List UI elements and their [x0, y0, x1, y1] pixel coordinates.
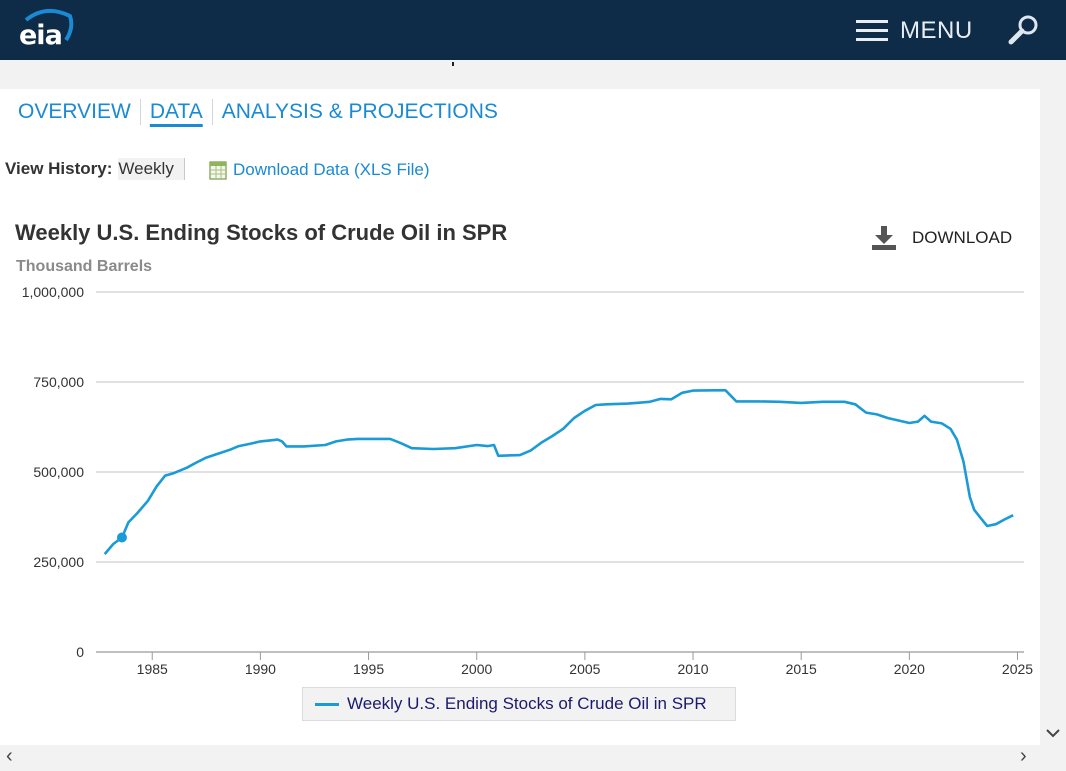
x-tick-label: 2020	[894, 661, 925, 677]
y-tick-label: 250,000	[33, 554, 84, 570]
horizontal-scrollbar[interactable]: ‹ ›	[0, 745, 1040, 771]
x-tick-label: 2025	[1002, 661, 1033, 677]
x-tick-label: 2015	[786, 661, 817, 677]
tab-data[interactable]: DATA	[149, 100, 203, 123]
line-chart: 1,000,000 750,000 500,000 250,000 0 1985 1990 1…	[22, 284, 1034, 677]
x-tick-label: 1985	[137, 661, 168, 677]
nav-tabs: OVERVIEW DATA ANALYSIS & PROJECTIONS	[18, 97, 507, 127]
x-tick-label: 2010	[677, 661, 708, 677]
spreadsheet-icon	[209, 161, 227, 180]
menu-button[interactable]: MENU	[856, 16, 973, 46]
series-line	[103, 389, 1014, 555]
tab-overview[interactable]: OVERVIEW	[18, 100, 131, 123]
download-icon	[872, 226, 896, 250]
scroll-right-icon[interactable]: ›	[1020, 745, 1027, 767]
x-tick-label: 1990	[245, 661, 276, 677]
y-tick-label: 1,000,000	[22, 284, 84, 300]
chevron-down-icon[interactable]	[1040, 724, 1066, 744]
scroll-left-icon[interactable]: ‹	[6, 745, 13, 767]
x-tick-label: 1995	[353, 661, 384, 677]
chart-subtitle: Thousand Barrels	[16, 258, 153, 275]
header-bar: eia MENU	[0, 0, 1066, 60]
download-chart-button[interactable]: DOWNLOAD	[870, 224, 1012, 252]
title-fragment	[452, 62, 464, 66]
x-tick-label: 2000	[461, 661, 492, 677]
x-tick-label: 2005	[569, 661, 600, 677]
view-history: View History: Weekly	[5, 158, 185, 180]
view-history-label: View History:	[5, 159, 113, 178]
y-tick-label: 750,000	[33, 374, 84, 390]
legend-swatch	[315, 702, 339, 706]
download-data-link[interactable]: Download Data (XLS File)	[208, 160, 430, 180]
download-data-label: Download Data (XLS File)	[233, 160, 430, 179]
y-tick-label: 0	[76, 644, 84, 660]
logo-arc-icon	[24, 8, 74, 42]
chart-title: Weekly U.S. Ending Stocks of Crude Oil i…	[15, 220, 508, 245]
view-history-select[interactable]: Weekly	[118, 158, 185, 180]
menu-label: MENU	[900, 17, 973, 44]
download-label: DOWNLOAD	[912, 228, 1013, 247]
search-button[interactable]	[1006, 14, 1042, 46]
logo-text: eia	[19, 20, 63, 51]
header-strip	[0, 60, 1040, 89]
y-tick-label: 500,000	[33, 464, 84, 480]
hamburger-icon	[856, 20, 888, 42]
tab-divider	[139, 99, 141, 125]
tab-divider	[211, 99, 213, 125]
vertical-scrollbar[interactable]	[1040, 60, 1066, 771]
chart-legend[interactable]: Weekly U.S. Ending Stocks of Crude Oil i…	[302, 687, 736, 721]
legend-label: Weekly U.S. Ending Stocks of Crude Oil i…	[347, 694, 707, 713]
data-point	[116, 532, 127, 543]
eia-logo[interactable]: eia	[16, 6, 76, 51]
search-icon	[1008, 15, 1038, 45]
tab-analysis-projections[interactable]: ANALYSIS & PROJECTIONS	[221, 100, 498, 123]
